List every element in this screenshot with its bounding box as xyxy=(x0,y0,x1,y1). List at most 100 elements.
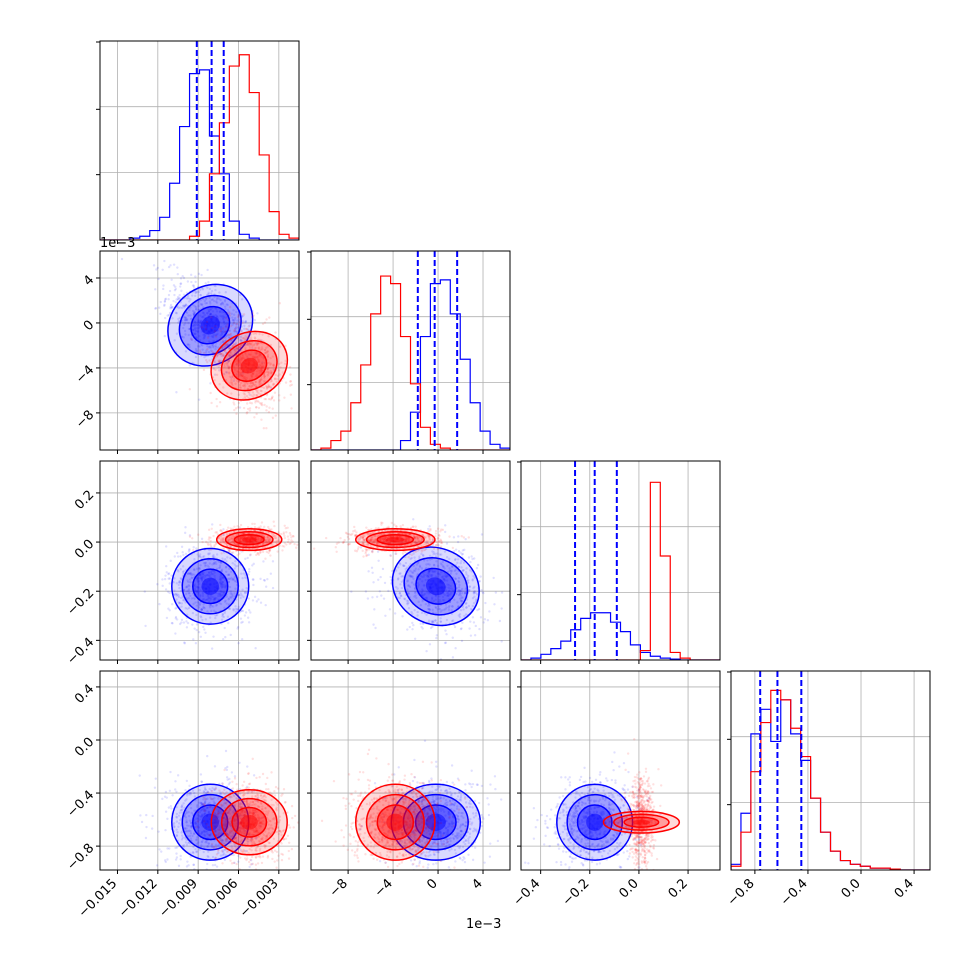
sample-point xyxy=(258,379,262,382)
sample-point xyxy=(174,788,177,791)
sample-point xyxy=(199,572,202,576)
sample-point xyxy=(208,562,211,565)
sample-point xyxy=(240,298,244,301)
sample-point xyxy=(179,858,182,861)
sample-point xyxy=(237,641,240,645)
sample-point xyxy=(289,393,293,396)
sample-point xyxy=(175,846,179,849)
sample-point xyxy=(207,881,209,883)
sample-point xyxy=(388,608,392,611)
sample-point xyxy=(169,307,172,310)
sample-point xyxy=(197,300,201,303)
sample-point xyxy=(225,322,228,325)
sample-point xyxy=(259,338,262,342)
sample-point xyxy=(210,647,214,650)
contour-1 xyxy=(240,357,258,374)
sample-point xyxy=(258,346,261,349)
sample-point xyxy=(266,386,269,390)
sample-point xyxy=(227,365,231,368)
sample-point xyxy=(257,391,260,395)
sample-point xyxy=(207,596,211,600)
sample-point xyxy=(232,342,236,346)
sample-point xyxy=(195,323,199,327)
sample-point xyxy=(414,525,417,528)
sample-point xyxy=(244,335,247,338)
sample-point xyxy=(184,552,188,555)
sample-point xyxy=(265,385,268,388)
sample-point xyxy=(203,333,206,336)
sample-point xyxy=(214,604,218,607)
sample-point xyxy=(227,328,230,332)
sample-point xyxy=(234,341,238,345)
sample-point xyxy=(163,303,166,306)
sample-point xyxy=(183,329,187,333)
sample-point xyxy=(259,378,263,382)
sample-point xyxy=(219,578,223,581)
y-tick-label: 0 xyxy=(81,318,97,334)
sample-point xyxy=(196,579,199,582)
sample-point xyxy=(460,664,462,666)
sample-point xyxy=(165,616,169,620)
sample-point xyxy=(213,360,217,364)
sample-point xyxy=(229,356,232,360)
sample-point xyxy=(185,585,189,589)
sample-point xyxy=(213,334,216,337)
sample-point xyxy=(159,300,162,304)
sample-point xyxy=(406,628,409,631)
sample-point xyxy=(236,357,240,361)
sample-point xyxy=(164,298,167,301)
sample-point xyxy=(267,335,270,338)
sample-point xyxy=(266,354,269,358)
sample-point xyxy=(194,307,198,311)
sample-point xyxy=(247,597,250,600)
sample-point xyxy=(214,300,218,303)
sample-point xyxy=(206,336,210,339)
sample-point xyxy=(263,348,267,352)
sample-point xyxy=(212,346,215,349)
sample-point xyxy=(188,535,192,538)
panel-2-2 xyxy=(517,460,721,664)
sample-point xyxy=(202,337,205,340)
sample-point xyxy=(235,373,239,376)
sample-point xyxy=(457,550,461,553)
sample-point xyxy=(164,588,168,591)
sample-point xyxy=(194,329,198,333)
sample-point xyxy=(217,592,220,596)
sample-point xyxy=(193,587,197,590)
sample-point xyxy=(226,303,229,307)
sample-point xyxy=(234,560,237,563)
sample-point xyxy=(249,382,253,385)
sample-point xyxy=(219,303,223,306)
sample-point xyxy=(222,303,225,306)
sample-point xyxy=(219,359,223,363)
sample-point xyxy=(212,562,216,565)
sample-point xyxy=(210,344,214,347)
sample-point xyxy=(230,344,234,348)
sample-point xyxy=(207,308,210,311)
sample-point xyxy=(475,566,479,570)
sample-point xyxy=(202,576,205,579)
sample-point xyxy=(213,597,217,600)
sample-point xyxy=(198,566,201,570)
sample-point xyxy=(266,345,269,348)
sample-point xyxy=(259,380,262,384)
sample-point xyxy=(256,356,259,359)
sample-point xyxy=(223,558,227,561)
sample-point xyxy=(482,621,485,624)
sample-point xyxy=(234,407,238,410)
sample-point xyxy=(233,329,236,333)
sample-point xyxy=(218,327,221,331)
sample-point xyxy=(208,300,212,303)
sample-point xyxy=(288,531,292,535)
sample-point xyxy=(209,597,212,600)
sample-point xyxy=(261,322,265,326)
sample-point xyxy=(205,320,209,324)
sample-point xyxy=(207,340,211,343)
sample-point xyxy=(401,615,404,618)
sample-point xyxy=(202,597,205,601)
sample-point xyxy=(219,298,222,302)
sample-point xyxy=(248,391,251,394)
sample-point xyxy=(213,555,216,559)
sample-point xyxy=(376,550,380,553)
sample-point xyxy=(196,321,200,324)
